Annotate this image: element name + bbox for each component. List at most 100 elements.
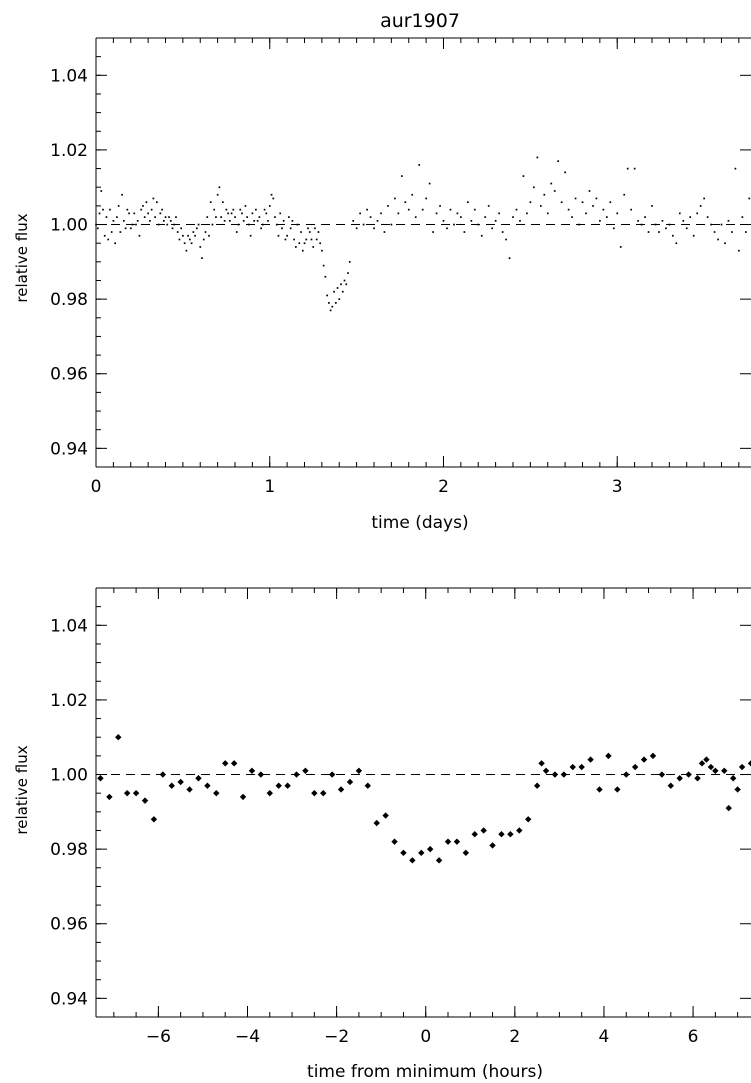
data-point (647, 231, 650, 233)
data-point (110, 231, 113, 233)
data-point (122, 219, 125, 222)
data-point (195, 227, 198, 230)
data-point (319, 242, 322, 245)
data-point (157, 223, 160, 226)
data-point (400, 849, 407, 857)
data-point (301, 249, 304, 252)
data-point (112, 219, 115, 222)
data-point (171, 227, 174, 230)
data-point (248, 767, 256, 774)
data-point (685, 227, 688, 230)
data-point (449, 208, 452, 211)
data-point (467, 201, 469, 204)
data-point (302, 767, 309, 774)
data-point (421, 208, 424, 211)
data-point (284, 238, 287, 241)
data-point (637, 219, 639, 222)
data-point (428, 182, 431, 185)
data-point (147, 212, 150, 215)
data-point (391, 838, 398, 845)
data-point (138, 234, 141, 237)
data-point (382, 812, 389, 819)
data-point (453, 838, 461, 845)
data-point (581, 201, 584, 204)
data-point (355, 227, 358, 230)
data-point (658, 771, 666, 778)
data-point (435, 212, 438, 215)
y-tick-label: 0.98 (50, 290, 88, 310)
data-point (190, 242, 193, 245)
data-point (256, 219, 259, 222)
data-point (123, 789, 131, 797)
data-point (249, 234, 252, 237)
data-point (748, 197, 751, 200)
data-point (261, 223, 264, 226)
data-point (220, 216, 222, 218)
data-point (223, 219, 226, 222)
data-point (195, 775, 202, 782)
data-point (463, 231, 466, 233)
data-point (102, 208, 104, 211)
data-point (129, 227, 132, 230)
data-point (178, 238, 181, 241)
data-point (274, 216, 276, 218)
data-point (588, 190, 591, 192)
data-point (491, 227, 494, 230)
x-tick-label: 1 (264, 477, 275, 497)
data-point (310, 238, 313, 241)
y-tick-label: 0.94 (50, 989, 88, 1009)
data-point (230, 212, 233, 215)
chart-title: aur1907 (380, 10, 460, 32)
data-point (383, 231, 386, 233)
data-point (128, 212, 130, 215)
data-point (605, 216, 608, 218)
data-point (235, 231, 238, 233)
data-point (291, 219, 294, 222)
data-point (442, 219, 445, 222)
data-point (425, 197, 428, 200)
data-point (744, 231, 747, 233)
data-point (596, 786, 603, 793)
data-point (334, 302, 337, 304)
data-point (477, 223, 480, 226)
data-point (159, 771, 167, 778)
data-point (268, 205, 271, 207)
data-point (345, 283, 348, 286)
data-point (333, 290, 335, 293)
x-tick-label: 0 (91, 477, 102, 497)
data-point (237, 223, 240, 226)
data-point (602, 208, 605, 211)
data-point (96, 227, 99, 230)
data-point (692, 234, 695, 237)
data-point (725, 804, 732, 812)
y-tick-label: 0.94 (50, 439, 88, 459)
data-point (168, 216, 170, 218)
data-point (553, 190, 556, 192)
data-point (159, 212, 162, 215)
data-point (571, 216, 573, 218)
data-point (480, 234, 483, 237)
data-point (175, 216, 177, 218)
data-point (738, 763, 746, 771)
data-point (136, 219, 139, 222)
data-point (456, 212, 459, 215)
x-tick-label: 6 (688, 1027, 699, 1047)
data-point (551, 771, 559, 778)
data-point (676, 775, 683, 782)
data-point (623, 193, 626, 196)
data-point (326, 294, 328, 297)
data-point (115, 734, 122, 741)
data-point (227, 212, 229, 215)
data-point (275, 782, 282, 789)
data-point (439, 205, 441, 207)
data-point (347, 272, 349, 274)
data-point (404, 201, 407, 204)
data-point (507, 831, 514, 838)
data-point (348, 261, 351, 263)
data-point (397, 212, 400, 215)
x-tick-label: −2 (324, 1027, 349, 1047)
data-point (380, 212, 382, 215)
data-point (156, 201, 158, 204)
data-point (180, 227, 183, 230)
data-point (435, 857, 443, 864)
